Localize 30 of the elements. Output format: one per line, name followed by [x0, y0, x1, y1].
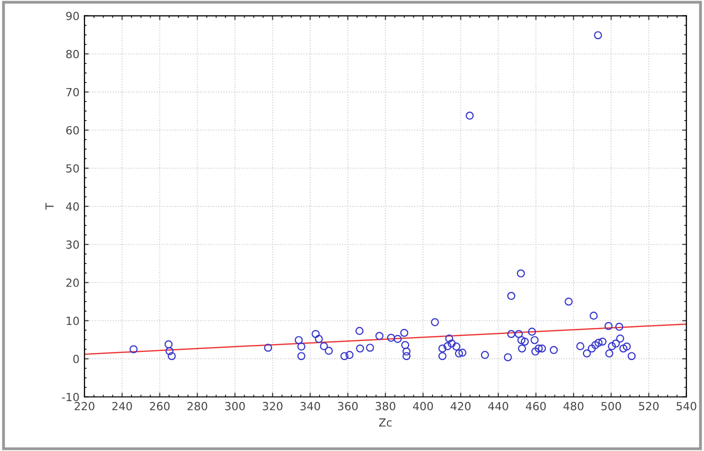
x-axis-title: Zc	[379, 418, 392, 427]
y-tick-label: 20	[66, 278, 79, 287]
y-tick-label: 80	[66, 50, 79, 58]
y-tick-label: 70	[66, 88, 79, 96]
x-tick-label: 440	[488, 402, 508, 410]
x-tick-label: 300	[225, 402, 245, 410]
x-tick-label: 540	[676, 402, 696, 410]
y-tick-label: 90	[66, 12, 79, 20]
x-tick-label: 480	[563, 402, 584, 410]
x-tick-label: 360	[338, 402, 358, 410]
x-tick-label: 340	[300, 402, 320, 410]
x-tick-label: 400	[413, 402, 433, 410]
x-tick-label: 240	[112, 402, 132, 410]
y-tick-label: 50	[66, 164, 79, 173]
y-tick-label: 30	[66, 240, 79, 249]
x-tick-label: 280	[188, 402, 208, 410]
x-tick-label: 420	[450, 402, 471, 410]
x-tick-label: 520	[639, 402, 659, 410]
y-tick-label: -10	[62, 392, 79, 402]
y-tick-label: 60	[66, 126, 79, 134]
x-tick-label: 500	[601, 402, 622, 410]
x-tick-label: 320	[262, 402, 282, 410]
x-tick-label: 220	[74, 402, 94, 410]
y-axis-title: T	[46, 202, 54, 210]
x-tick-label: 460	[526, 402, 546, 410]
x-tick-label: 260	[150, 402, 170, 410]
y-tick-label: 0	[73, 354, 79, 364]
y-tick-label: 10	[66, 316, 79, 326]
x-tick-label: 380	[376, 402, 396, 410]
y-tick-label: 40	[66, 202, 79, 211]
